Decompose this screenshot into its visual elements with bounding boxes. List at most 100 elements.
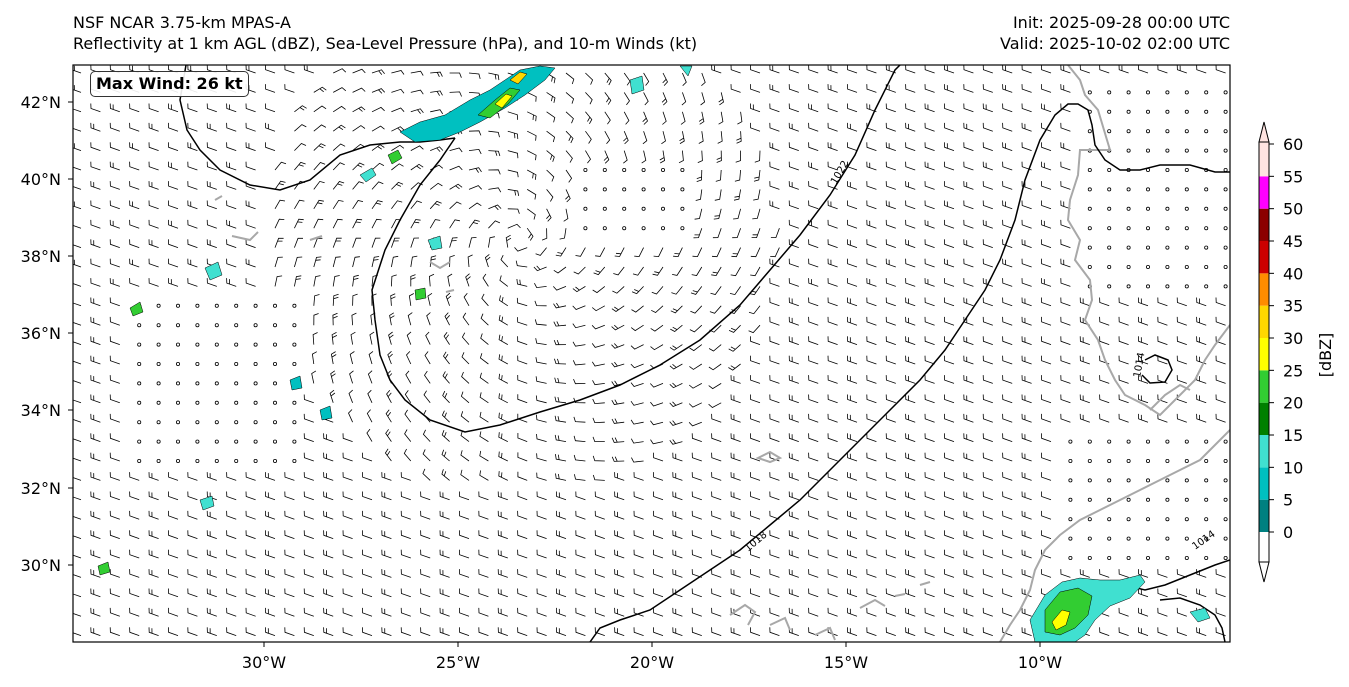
wind-barb [1176,316,1187,326]
calm-wind-circle [272,361,277,366]
wind-barb [885,336,896,345]
wind-barb [226,472,237,481]
wind-barb [769,278,780,287]
wind-barb [1060,65,1071,74]
wind-barb [924,375,935,384]
calm-wind-circle [1204,206,1209,211]
wind-barb [206,239,217,248]
wind-barb [168,530,179,539]
wind-barb [885,413,896,423]
wind-barb [90,413,101,423]
wind-barb [827,355,838,365]
wind-barb [226,258,237,268]
wind-barb [711,65,722,74]
calm-wind-circle [1068,497,1073,502]
wind-barb [698,131,704,144]
wind-barb [366,409,373,423]
wind-barb [168,627,179,636]
wind-barb [594,549,605,559]
calm-wind-circle [156,342,161,347]
wind-barb [245,258,256,268]
wind-barb [73,283,82,287]
wind-barb [573,397,586,404]
wind-barb [425,331,431,345]
wind-barb [109,219,120,229]
wind-barb [1021,278,1032,287]
wind-barb [750,247,761,258]
wind-barb [573,435,586,442]
calm-wind-circle [292,439,297,444]
calm-wind-circle [1204,264,1209,269]
lat-label-30: 30°N [21,556,61,575]
wind-barb [885,219,896,229]
wind-barb [73,535,82,539]
calm-wind-circle [641,206,646,211]
wind-barb [294,143,307,151]
calm-wind-circle [1184,478,1189,483]
wind-barb [90,394,101,404]
wind-barb [827,433,838,442]
wind-barb [808,607,819,617]
calm-wind-circle [1223,536,1228,541]
wind-barb [148,510,159,520]
wind-barb [827,200,838,210]
calm-wind-circle [1146,129,1151,134]
wind-barb [1060,103,1071,113]
wind-barb [447,273,453,287]
calm-wind-circle [156,303,161,308]
wind-barb [982,394,993,404]
wind-barb [672,569,683,578]
wind-barb [90,122,101,132]
wind-barb [148,607,159,617]
colorbar-segments [1259,142,1269,562]
wind-barb [439,569,450,578]
colorbar-tick-label-35: 35 [1283,297,1303,316]
wind-barb [498,334,508,345]
wind-barb [788,355,799,365]
wind-barb [1021,510,1032,520]
wind-barb [711,588,722,598]
wind-barb [594,627,605,636]
wind-barb [430,146,444,152]
wind-barb [536,627,547,636]
wind-barb [430,71,443,77]
wind-barb [206,472,217,481]
wind-barb [546,130,556,143]
wind-barb [303,530,314,539]
wind-barb [73,593,82,598]
wind-barb [371,200,383,210]
wind-barb [866,549,877,559]
wind-barb [735,150,741,163]
colorbar-tick-label-40: 40 [1283,264,1303,283]
wind-barb [187,278,198,287]
wind-barb [226,549,237,559]
calm-wind-circle [641,187,646,192]
wind-barb [563,208,569,222]
wind-barb [313,256,322,268]
wind-barb [384,448,392,462]
colorbar-tick-label-5: 5 [1283,491,1293,510]
wind-barb [1041,375,1052,384]
calm-wind-circle [583,226,588,231]
wind-barb [323,627,334,636]
calm-wind-circle [1184,187,1189,192]
wind-barb [1060,161,1071,171]
wind-barb [572,360,586,366]
wind-barb [109,627,120,636]
wind-barb [737,111,743,125]
wind-barb [187,607,198,617]
wind-barb [168,103,179,113]
wind-barb [187,588,198,598]
wind-barb [1002,472,1013,481]
wind-barb [73,574,82,578]
wind-barb [554,377,567,384]
wind-barb [129,588,140,598]
wind-barb [788,219,799,229]
wind-barb [303,549,314,559]
wind-barb [866,84,877,93]
wind-barb [478,607,489,617]
wind-barb [129,472,140,481]
wind-barb [352,162,365,171]
wind-barb [556,627,567,636]
wind-barb [565,169,573,183]
